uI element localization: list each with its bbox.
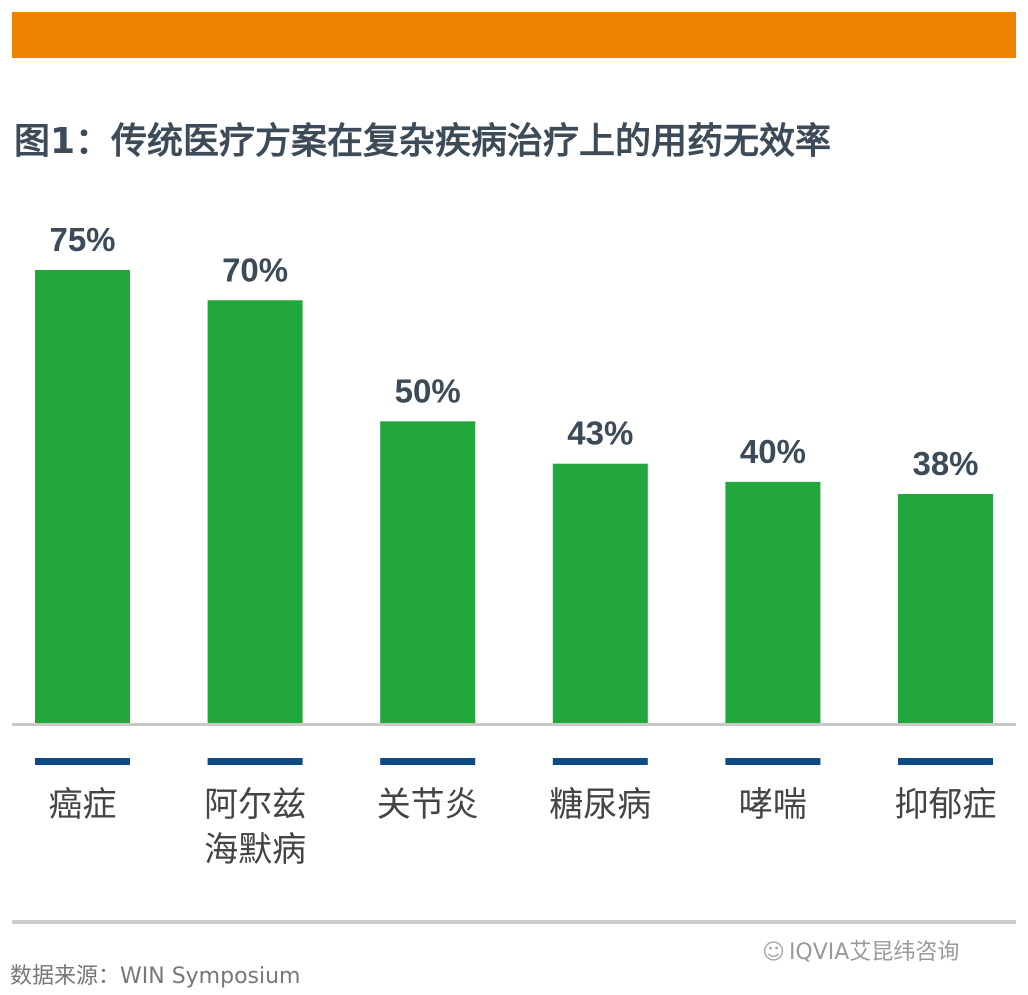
bar: [380, 421, 476, 724]
data-label: 40%: [740, 433, 806, 470]
bar: [725, 481, 821, 724]
category-label: 海默病: [204, 830, 306, 870]
bar: [35, 270, 130, 724]
category-label: 癌症: [49, 785, 117, 825]
footer-divider: [12, 920, 1016, 924]
category-label: 糖尿病: [549, 785, 651, 825]
category-marker: [35, 758, 130, 765]
data-label: 70%: [222, 251, 288, 288]
data-label: 43%: [567, 415, 633, 452]
bar: [207, 300, 303, 724]
category-label: 关节炎: [377, 785, 479, 825]
data-label: 75%: [49, 221, 115, 258]
source-note: 数据来源：WIN Symposium: [10, 964, 301, 989]
category-marker: [207, 758, 303, 765]
category-label: 抑郁症: [895, 785, 997, 825]
category-label: 哮喘: [739, 785, 807, 825]
category-marker: [552, 758, 648, 765]
brand-name: IQVIA艾昆纬咨询: [788, 940, 960, 965]
category-label: 阿尔兹: [204, 785, 306, 825]
data-label: 50%: [395, 372, 461, 409]
brand-watermark: ☺ IQVIA艾昆纬咨询: [762, 934, 959, 966]
category-marker: [380, 758, 476, 765]
category-marker: [898, 758, 993, 765]
wechat-icon: ☺: [762, 940, 785, 965]
category-marker: [725, 758, 821, 765]
bar: [552, 463, 648, 724]
data-label: 38%: [912, 445, 978, 482]
x-axis-line: [12, 723, 1016, 726]
chart-title: 图1：传统医疗方案在复杂疾病治疗上的用药无效率: [14, 121, 832, 162]
bar: [898, 493, 993, 724]
top-accent-bar: [12, 12, 1016, 58]
